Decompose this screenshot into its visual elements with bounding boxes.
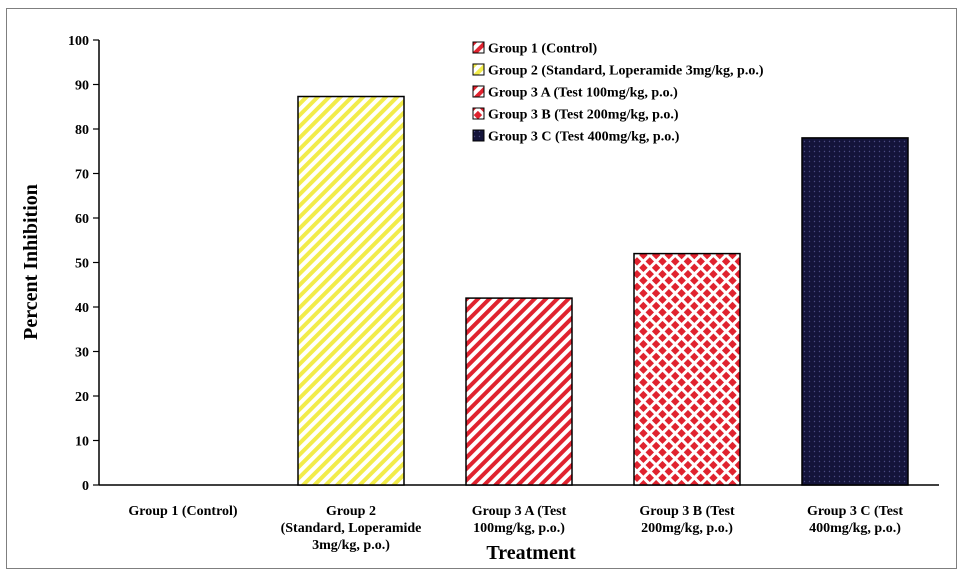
x-category-label: Group 3 C (Test 400mg/kg, p.o.): [807, 504, 903, 536]
y-tick-label: 70: [75, 168, 89, 183]
x-category-label: Group 2 (Standard, Loperamide 3mg/kg, p.o.…: [281, 504, 422, 553]
bar-chart: 0 10 20 30 40 50 60 70 80 90 100 Group 1 (Control)…: [20, 34, 939, 564]
x-category-label: Group 3 A (Test 100mg/kg, p.o.): [472, 504, 567, 536]
y-tick-label: 50: [75, 257, 89, 272]
legend-swatch: [472, 63, 485, 76]
y-tick-label: 10: [75, 435, 89, 450]
y-tick-label: 100: [68, 34, 89, 49]
x-category-label: Group 1 (Control): [128, 504, 237, 519]
chart-frame: 0 10 20 30 40 50 60 70 80 90 100 Group 1 (Control)…: [6, 8, 957, 569]
legend: Group 1 (Control) Group 2 (Standard, Lope…: [472, 41, 764, 145]
legend-label: Group 3 A (Test 100mg/kg, p.o.): [488, 86, 678, 101]
legend-swatch: [472, 41, 485, 54]
x-category-labels: Group 1 (Control) Group 2 (Standard, Loper…: [128, 504, 903, 553]
y-tick-label: 60: [75, 212, 89, 227]
y-tick-label: 0: [82, 479, 89, 494]
y-tick-label: 80: [75, 123, 89, 138]
legend-swatch: [472, 85, 485, 98]
bar-4: [633, 252, 741, 486]
legend-label: Group 3 C (Test 400mg/kg, p.o.): [488, 130, 680, 145]
bar-5: [801, 137, 909, 486]
legend-swatch: [472, 129, 485, 142]
y-tick-label: 20: [75, 390, 89, 405]
y-tick-label: 30: [75, 346, 89, 361]
y-tick-label: 90: [75, 79, 89, 94]
legend-label: Group 1 (Control): [488, 42, 597, 57]
bar-2: [297, 95, 405, 486]
x-axis-title: Treatment: [486, 542, 576, 564]
y-ticks: 0 10 20 30 40 50 60 70 80 90 100: [68, 34, 99, 494]
y-tick-label: 40: [75, 301, 89, 316]
bar-3: [465, 297, 573, 486]
legend-label: Group 2 (Standard, Loperamide 3mg/kg, p.…: [488, 64, 764, 79]
legend-swatch: [472, 107, 485, 120]
legend-label: Group 3 B (Test 200mg/kg, p.o.): [488, 108, 679, 123]
bars: [297, 95, 909, 486]
y-axis-title: Percent Inhibition: [20, 184, 42, 340]
x-category-label: Group 3 B (Test 200mg/kg, p.o.): [639, 504, 735, 536]
